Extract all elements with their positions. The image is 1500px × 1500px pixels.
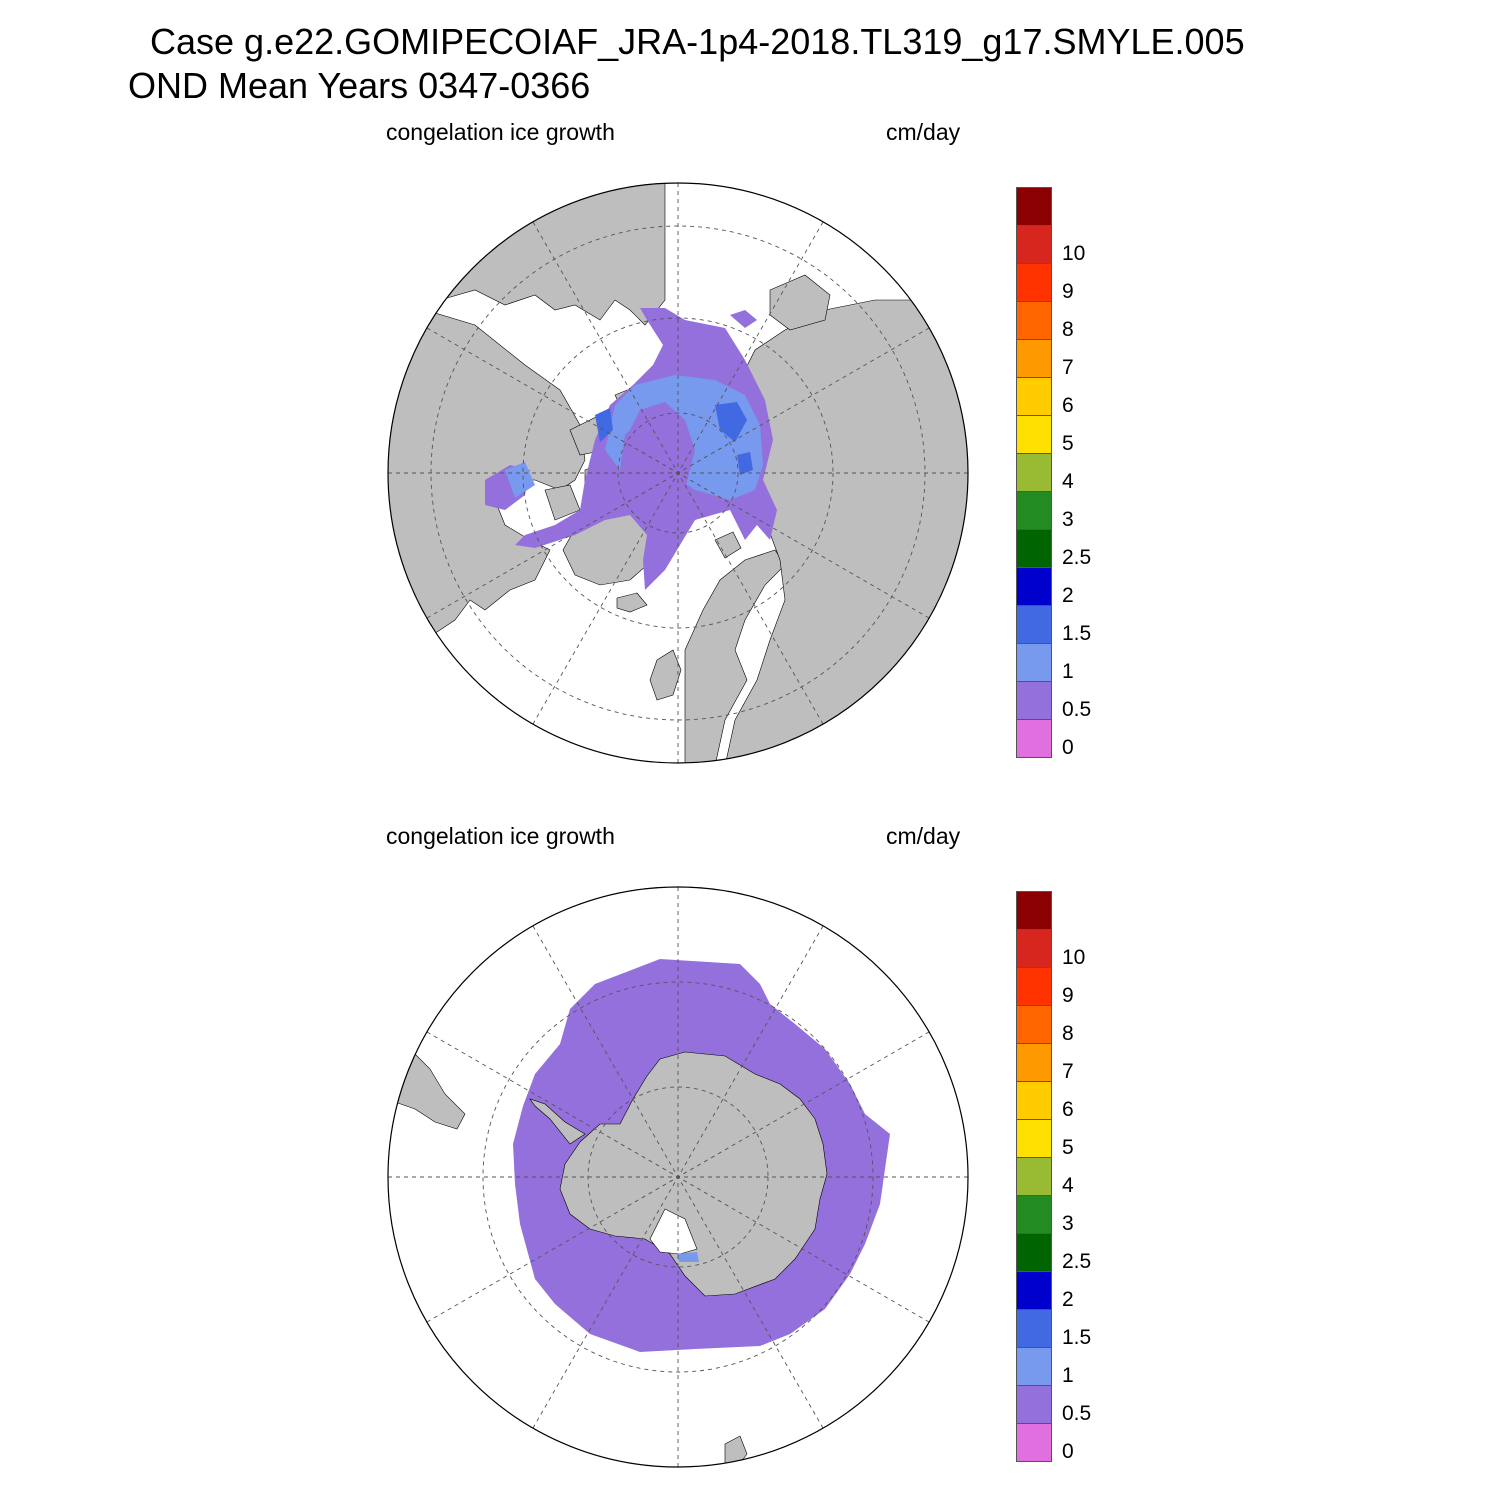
north-colorbar-box: [1016, 567, 1052, 606]
south-colorbar-box: [1016, 1005, 1052, 1044]
europe-landmass: [684, 549, 786, 763]
south-colorbar-label: 6: [1062, 1098, 1074, 1121]
south-colorbar-label: 5: [1062, 1136, 1074, 1159]
north-colorbar-label: 2: [1062, 584, 1074, 607]
north-colorbar-box: [1016, 301, 1052, 340]
south-colorbar-label: 0.5: [1062, 1402, 1092, 1425]
north-colorbar-label: 1: [1062, 660, 1074, 683]
south-colorbar-label: 2: [1062, 1288, 1074, 1311]
south-colorbar-box: [1016, 967, 1052, 1006]
north-colorbar-box: [1016, 529, 1052, 568]
south-colorbar-box: [1016, 891, 1052, 930]
north-colorbar-box: [1016, 605, 1052, 644]
south-colorbar-label: 8: [1062, 1022, 1074, 1045]
south-colorbar-box: [1016, 1081, 1052, 1120]
north-colorbar-label: 3: [1062, 508, 1074, 531]
north-colorbar-box: [1016, 187, 1052, 226]
south-colorbar-box: [1016, 1043, 1052, 1082]
north-colorbar-box: [1016, 225, 1052, 264]
north-colorbar-label: 5: [1062, 432, 1074, 455]
figure-title-line1: Case g.e22.GOMIPECOIAF_JRA-1p4-2018.TL31…: [150, 21, 1245, 62]
north-colorbar-label: 0.5: [1062, 698, 1092, 721]
graticule: [388, 887, 968, 1467]
antarctica-landmass: [559, 1051, 828, 1297]
north-colorbar-label: 7: [1062, 356, 1074, 379]
arctic-polar-map: [387, 182, 969, 764]
south-colorbar-box: [1016, 1119, 1052, 1158]
north-colorbar-box: [1016, 491, 1052, 530]
south-colorbar-box: [1016, 1347, 1052, 1386]
north-colorbar-label: 0: [1062, 736, 1074, 759]
north-colorbar-label: 4: [1062, 470, 1074, 493]
north-colorbar-label: 1.5: [1062, 622, 1092, 645]
north-colorbar-label: 9: [1062, 280, 1074, 303]
south-colorbar-box: [1016, 1423, 1052, 1462]
south-variable-label: congelation ice growth: [386, 823, 615, 849]
south-colorbar-label: 0: [1062, 1440, 1074, 1463]
map-border: [387, 182, 969, 764]
north-colorbar-label: 2.5: [1062, 546, 1092, 569]
north-colorbar-box: [1016, 719, 1052, 758]
north-colorbar-box: [1016, 415, 1052, 454]
north-colorbar-label: 8: [1062, 318, 1074, 341]
south-colorbar-box: [1016, 1233, 1052, 1272]
north-colorbar-box: [1016, 681, 1052, 720]
north-colorbar-box: [1016, 453, 1052, 492]
north-colorbar-box: [1016, 377, 1052, 416]
graticule: [388, 183, 968, 763]
north-colorbar-label: 6: [1062, 394, 1074, 417]
south-colorbar-box: [1016, 1309, 1052, 1348]
south-units-label: cm/day: [886, 823, 961, 849]
north-colorbar-box: [1016, 643, 1052, 682]
south-colorbar-label: 7: [1062, 1060, 1074, 1083]
north-colorbar-label: 10: [1062, 242, 1086, 265]
south-colorbar-box: [1016, 1271, 1052, 1310]
south-colorbar-label: 9: [1062, 984, 1074, 1007]
south-colorbar-label: 2.5: [1062, 1250, 1092, 1273]
south-colorbar-label: 3: [1062, 1212, 1074, 1235]
south-colorbar-label: 1.5: [1062, 1326, 1092, 1349]
north-variable-label: congelation ice growth: [386, 119, 615, 145]
south-colorbar-label: 10: [1062, 946, 1086, 969]
antarctic-polar-map: [387, 886, 969, 1468]
south-colorbar-box: [1016, 929, 1052, 968]
south-colorbar-label: 4: [1062, 1174, 1074, 1197]
south-colorbar-box: [1016, 1195, 1052, 1234]
map-border: [387, 886, 969, 1468]
north-colorbar-box: [1016, 339, 1052, 378]
south-colorbar-box: [1016, 1385, 1052, 1424]
south-colorbar-label: 1: [1062, 1364, 1074, 1387]
south-colorbar-box: [1016, 1157, 1052, 1196]
north-units-label: cm/day: [886, 119, 961, 145]
north-colorbar-box: [1016, 263, 1052, 302]
figure-title-line2: OND Mean Years 0347-0366: [128, 65, 591, 106]
